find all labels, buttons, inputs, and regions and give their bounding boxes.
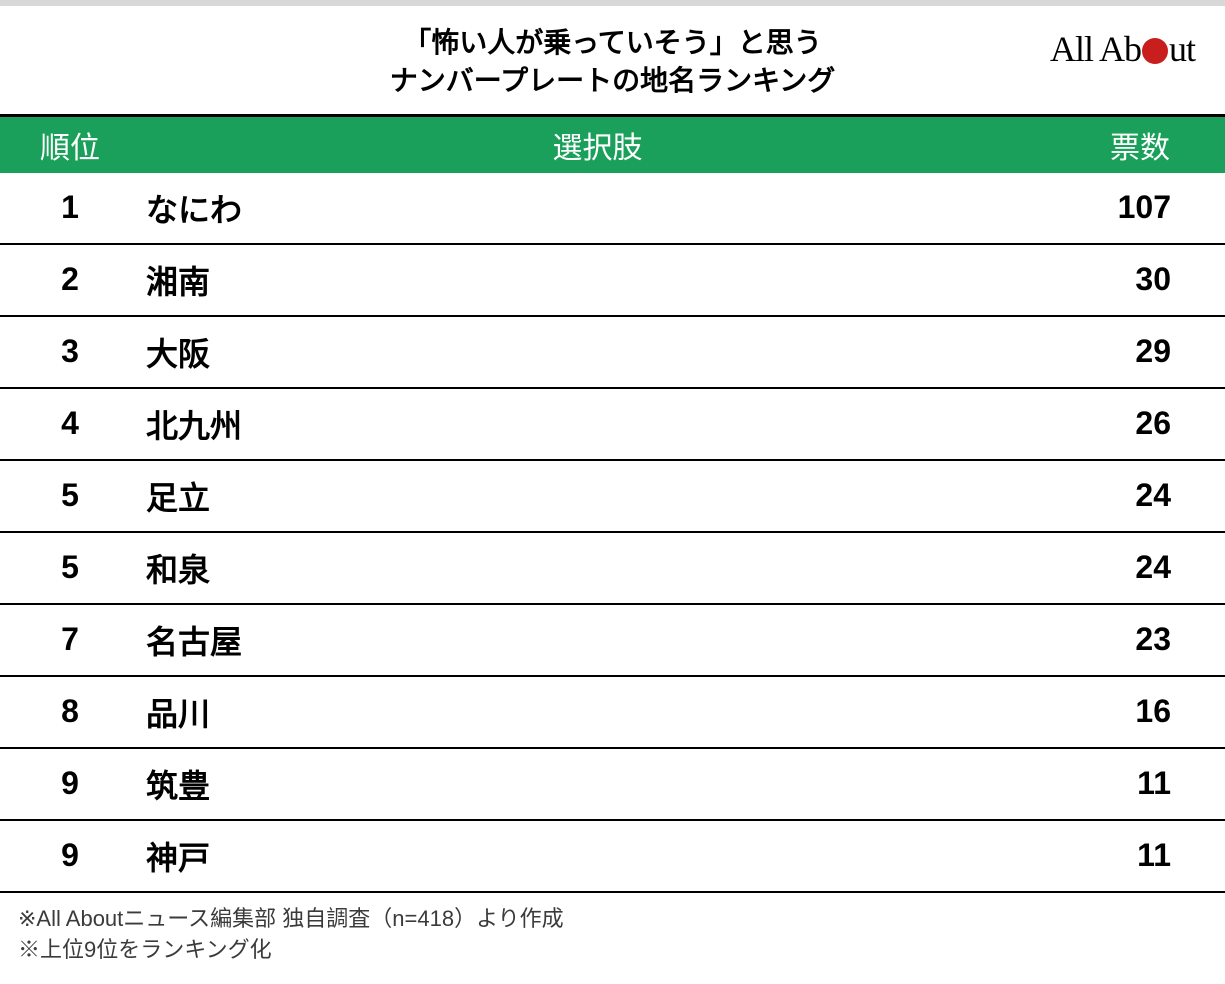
- cell-rank: 5: [0, 477, 140, 514]
- cell-votes: 107: [1055, 189, 1225, 226]
- cell-votes: 23: [1055, 621, 1225, 658]
- title-line-2: ナンバープレートの地名ランキング: [390, 62, 835, 100]
- footnote-1: ※All Aboutニュース編集部 独自調査（n=418）より作成: [18, 903, 1207, 935]
- table-row: 5足立24: [0, 461, 1225, 533]
- cell-rank: 3: [0, 333, 140, 370]
- cell-votes: 29: [1055, 333, 1225, 370]
- cell-choice: 和泉: [140, 545, 1055, 591]
- table-row: 8品川16: [0, 677, 1225, 749]
- col-header-choice: 選択肢: [140, 123, 1055, 167]
- cell-votes: 26: [1055, 405, 1225, 442]
- cell-votes: 30: [1055, 261, 1225, 298]
- cell-choice: 足立: [140, 473, 1055, 519]
- title-line-1: 「怖い人が乗っていそう」と思う: [390, 24, 835, 62]
- table-body: 1なにわ1072湘南303大阪294北九州265足立245和泉247名古屋238…: [0, 173, 1225, 893]
- cell-choice: 神戸: [140, 833, 1055, 879]
- allabout-logo: All Ab ut: [1050, 28, 1195, 70]
- cell-choice: 北九州: [140, 401, 1055, 447]
- header: 「怖い人が乗っていそう」と思う ナンバープレートの地名ランキング All Ab …: [0, 6, 1225, 117]
- cell-votes: 24: [1055, 477, 1225, 514]
- table-row: 4北九州26: [0, 389, 1225, 461]
- cell-rank: 5: [0, 549, 140, 586]
- table-row: 9筑豊11: [0, 749, 1225, 821]
- cell-rank: 7: [0, 621, 140, 658]
- cell-choice: 大阪: [140, 329, 1055, 375]
- table-row: 1なにわ107: [0, 173, 1225, 245]
- cell-votes: 16: [1055, 693, 1225, 730]
- cell-votes: 11: [1055, 765, 1225, 802]
- cell-choice: 品川: [140, 689, 1055, 735]
- col-header-votes: 票数: [1055, 123, 1225, 167]
- cell-rank: 2: [0, 261, 140, 298]
- table-row: 9神戸11: [0, 821, 1225, 893]
- logo-text-2: ut: [1169, 28, 1195, 70]
- cell-votes: 24: [1055, 549, 1225, 586]
- table-row: 2湘南30: [0, 245, 1225, 317]
- cell-rank: 9: [0, 765, 140, 802]
- table-row: 7名古屋23: [0, 605, 1225, 677]
- table-row: 3大阪29: [0, 317, 1225, 389]
- cell-choice: 筑豊: [140, 761, 1055, 807]
- cell-rank: 1: [0, 189, 140, 226]
- cell-rank: 8: [0, 693, 140, 730]
- cell-choice: なにわ: [140, 185, 1055, 231]
- cell-choice: 湘南: [140, 257, 1055, 303]
- table-header: 順位 選択肢 票数: [0, 117, 1225, 173]
- col-header-rank: 順位: [0, 123, 140, 167]
- cell-rank: 4: [0, 405, 140, 442]
- footnote-2: ※上位9位をランキング化: [18, 934, 1207, 966]
- title: 「怖い人が乗っていそう」と思う ナンバープレートの地名ランキング: [390, 24, 835, 100]
- logo-dot-icon: [1142, 38, 1168, 64]
- cell-choice: 名古屋: [140, 617, 1055, 663]
- footnotes: ※All Aboutニュース編集部 独自調査（n=418）より作成 ※上位9位を…: [0, 893, 1225, 984]
- ranking-card: 「怖い人が乗っていそう」と思う ナンバープレートの地名ランキング All Ab …: [0, 0, 1225, 984]
- logo-text-1: All Ab: [1050, 28, 1141, 70]
- table-row: 5和泉24: [0, 533, 1225, 605]
